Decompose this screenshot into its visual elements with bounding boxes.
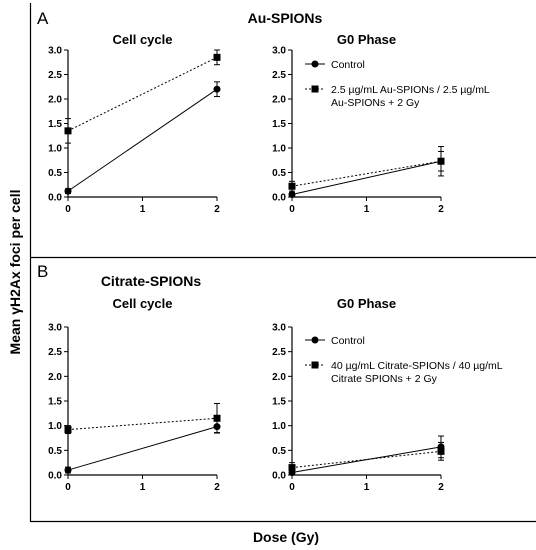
y-tick-label: 3.0: [48, 46, 62, 57]
y-tick-label: 2.5: [272, 347, 286, 358]
section-a-letter: A: [37, 9, 49, 28]
y-tick-label: 0.0: [272, 193, 286, 204]
series-1-line: [67, 88, 218, 192]
data-point-circle: [288, 191, 296, 199]
data-point-square: [213, 53, 221, 61]
x-tick-label: 0: [65, 482, 71, 493]
legend-label: Au-SPIONs + 2 Gy: [331, 97, 420, 109]
legend-label: Control: [331, 59, 365, 71]
data-point-circle: [213, 85, 221, 93]
y-tick-label: 0.0: [48, 471, 62, 482]
series-1-line: [291, 446, 442, 474]
series-2-line: [67, 417, 218, 431]
data-point-square: [288, 464, 296, 472]
legend: Control 2.5 µg/mL Au-SPIONs / 2.5 µg/mLAu…: [305, 59, 490, 109]
data-point-square: [437, 447, 445, 455]
plot-title: Cell cycle: [113, 32, 173, 47]
data-point-square: [437, 157, 445, 165]
data-point-circle: [64, 466, 72, 474]
x-tick-label: 2: [438, 482, 444, 493]
y-tick-label: 0.0: [272, 471, 286, 482]
data-point-square: [64, 426, 72, 434]
x-tick-label: 1: [140, 482, 146, 493]
x-tick-label: 0: [289, 204, 295, 215]
series-1-line: [67, 426, 218, 471]
section-a-title: Au-SPIONs: [248, 10, 323, 26]
plot-au-g0-phase: G0 Phase 0.0 0.5 1.0 1.5 2.0 2.5 3.0 0 1 2 Control 2…: [272, 32, 490, 215]
legend-marker-circle: [311, 60, 319, 68]
y-tick-label: 2.0: [272, 95, 286, 106]
y-tick-label: 3.0: [272, 46, 286, 57]
legend-label: 40 µg/mL Citrate-SPIONs / 40 µg/mL: [331, 360, 503, 372]
plot-citrate-cell-cycle: Cell cycle 0.0 0.5 1.0 1.5 2.0 2.5 3.0 0 1 2: [48, 296, 221, 493]
series-2-line: [291, 160, 442, 187]
y-tick-label: 0.5: [272, 446, 286, 457]
y-tick-label: 1.0: [272, 144, 286, 155]
y-tick-label: 2.5: [272, 70, 286, 81]
x-tick-label: 1: [364, 204, 370, 215]
y-tick-label: 2.5: [48, 347, 62, 358]
y-tick-label: 0.5: [48, 446, 62, 457]
legend-label: Control: [331, 335, 365, 347]
legend-marker-square: [311, 361, 319, 369]
y-tick-label: 0.0: [48, 193, 62, 204]
y-axis-title: Mean γH2Ax foci per cell: [7, 190, 23, 355]
y-tick-label: 2.0: [48, 95, 62, 106]
x-tick-label: 2: [214, 204, 220, 215]
series-1-line: [291, 160, 442, 196]
y-tick-label: 0.5: [272, 168, 286, 179]
y-tick-label: 1.5: [48, 397, 62, 408]
x-tick-label: 2: [438, 204, 444, 215]
legend-marker-circle: [311, 336, 319, 344]
plot-title: G0 Phase: [337, 296, 396, 311]
x-axis-title: Dose (Gy): [253, 529, 319, 545]
x-tick-label: 0: [289, 482, 295, 493]
plot-citrate-g0-phase: G0 Phase 0.0 0.5 1.0 1.5 2.0 2.5 3.0 0 1 2 Control 4…: [272, 296, 503, 493]
x-tick-label: 1: [364, 482, 370, 493]
y-tick-label: 2.5: [48, 70, 62, 81]
y-tick-label: 3.0: [48, 323, 62, 334]
plot-title: G0 Phase: [337, 32, 396, 47]
y-tick-label: 1.5: [272, 119, 286, 130]
x-tick-label: 2: [214, 482, 220, 493]
section-b-title: Citrate-SPIONs: [101, 273, 202, 289]
y-tick-label: 3.0: [272, 323, 286, 334]
y-tick-label: 1.0: [272, 421, 286, 432]
x-tick-label: 0: [65, 204, 71, 215]
data-point-square: [64, 127, 72, 135]
legend: Control 40 µg/mL Citrate-SPIONs / 40 µg/m…: [305, 335, 503, 385]
data-point-circle: [64, 187, 72, 195]
section-b-letter: B: [37, 262, 48, 281]
y-tick-label: 2.0: [272, 372, 286, 383]
data-point-square: [213, 414, 221, 422]
plot-au-cell-cycle: Cell cycle 0.0 0.5 1.0 1.5 2.0 2.5 3.0 0 1 2: [48, 32, 221, 215]
legend-label: Citrate SPIONs + 2 Gy: [331, 373, 438, 385]
series-2-line: [67, 56, 218, 132]
data-point-square: [288, 182, 296, 190]
y-tick-label: 1.0: [48, 144, 62, 155]
plot-title: Cell cycle: [113, 296, 173, 311]
legend-label: 2.5 µg/mL Au-SPIONs / 2.5 µg/mL: [331, 84, 490, 96]
legend-marker-square: [311, 85, 319, 93]
y-tick-label: 1.0: [48, 421, 62, 432]
series-2-line: [291, 450, 442, 469]
y-tick-label: 1.5: [48, 119, 62, 130]
y-tick-label: 2.0: [48, 372, 62, 383]
x-tick-label: 1: [140, 204, 146, 215]
y-tick-label: 1.5: [272, 397, 286, 408]
y-tick-label: 0.5: [48, 168, 62, 179]
